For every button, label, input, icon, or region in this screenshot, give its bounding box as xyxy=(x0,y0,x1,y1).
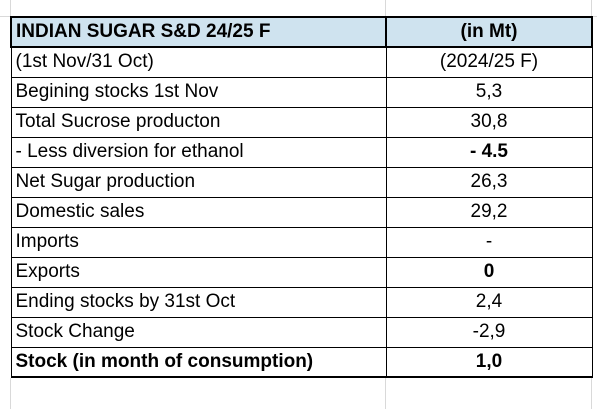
table-row: Total Sucrose producton 30,8 xyxy=(10,106,593,138)
imports-label-cell[interactable]: Imports xyxy=(10,226,387,258)
unit-header-cell[interactable]: (in Mt) xyxy=(385,16,593,48)
total-sucrose-label-cell[interactable]: Total Sucrose producton xyxy=(10,106,387,138)
table-title-cell[interactable]: INDIAN SUGAR S&D 24/25 F xyxy=(10,16,387,48)
net-sugar-value-cell[interactable]: 26,3 xyxy=(385,166,593,198)
season-label-cell[interactable]: (1st Nov/31 Oct) xyxy=(10,46,387,78)
table-row: Imports - xyxy=(10,226,593,258)
table-row: Domestic sales 29,2 xyxy=(10,196,593,228)
ethanol-diversion-label-cell[interactable]: - Less diversion for ethanol xyxy=(10,136,387,168)
stock-change-value-cell[interactable]: -2,9 xyxy=(385,316,593,348)
beginning-stocks-value-cell[interactable]: 5,3 xyxy=(385,76,593,108)
stock-months-value-cell[interactable]: 1,0 xyxy=(385,346,593,378)
table-row: - Less diversion for ethanol - 4.5 xyxy=(10,136,593,168)
ethanol-diversion-value-cell[interactable]: - 4.5 xyxy=(385,136,593,168)
table-row: Stock (in month of consumption) 1,0 xyxy=(10,346,593,378)
table-row: Begining stocks 1st Nov 5,3 xyxy=(10,76,593,108)
stock-change-label-cell[interactable]: Stock Change xyxy=(10,316,387,348)
table-row: Ending stocks by 31st Oct 2,4 xyxy=(10,286,593,318)
sugar-sd-table: INDIAN SUGAR S&D 24/25 F (in Mt) (1st No… xyxy=(10,16,593,378)
table-row: Stock Change -2,9 xyxy=(10,316,593,348)
imports-value-cell[interactable]: - xyxy=(385,226,593,258)
net-sugar-label-cell[interactable]: Net Sugar production xyxy=(10,166,387,198)
exports-label-cell[interactable]: Exports xyxy=(10,256,387,288)
table-header-row: INDIAN SUGAR S&D 24/25 F (in Mt) xyxy=(10,16,593,48)
beginning-stocks-label-cell[interactable]: Begining stocks 1st Nov xyxy=(10,76,387,108)
table-row: Net Sugar production 26,3 xyxy=(10,166,593,198)
stock-months-label-cell[interactable]: Stock (in month of consumption) xyxy=(10,346,387,378)
exports-value-cell[interactable]: 0 xyxy=(385,256,593,288)
table-row: Exports 0 xyxy=(10,256,593,288)
domestic-sales-label-cell[interactable]: Domestic sales xyxy=(10,196,387,228)
ending-stocks-value-cell[interactable]: 2,4 xyxy=(385,286,593,318)
season-value-cell[interactable]: (2024/25 F) xyxy=(385,46,593,78)
ending-stocks-label-cell[interactable]: Ending stocks by 31st Oct xyxy=(10,286,387,318)
table-row: (1st Nov/31 Oct) (2024/25 F) xyxy=(10,46,593,78)
domestic-sales-value-cell[interactable]: 29,2 xyxy=(385,196,593,228)
total-sucrose-value-cell[interactable]: 30,8 xyxy=(385,106,593,138)
